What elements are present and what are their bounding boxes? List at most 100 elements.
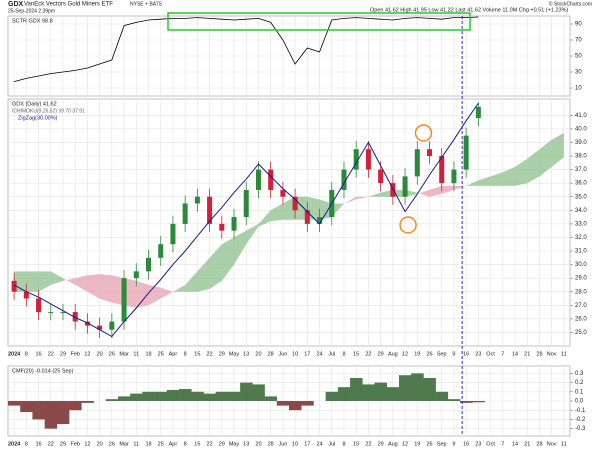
y-tick-label: 25.0	[575, 330, 587, 336]
x-tick-label: Jun	[278, 441, 287, 447]
y-tick-label: -0.2	[575, 417, 586, 423]
x-tick-label: 11	[561, 351, 567, 357]
cmf-bar	[423, 377, 436, 401]
candle-body	[427, 149, 432, 156]
cloud	[405, 189, 418, 197]
x-tick-label: Apr	[169, 351, 178, 357]
cmf-bar	[203, 393, 216, 401]
candle-body	[72, 312, 78, 322]
x-tick-label: 29	[219, 351, 225, 357]
x-tick-label: 17	[304, 441, 310, 447]
y-tick-label: 0.1	[575, 389, 584, 395]
x-tick-label: 18	[145, 441, 151, 447]
candle-body	[317, 217, 323, 224]
cloud-legend: ICHIMOKU(9,26,52) 39.70 37.91	[12, 108, 85, 114]
x-tick-label: 25	[158, 351, 164, 357]
x-tick-label: 22	[365, 441, 371, 447]
cloud	[50, 271, 63, 285]
cloud	[380, 189, 393, 197]
x-tick-label: 18	[145, 351, 151, 357]
credit: © StockCharts.com	[549, 0, 592, 7]
y-tick-label: 31.0	[575, 249, 587, 255]
x-tick-label: Jul	[328, 351, 335, 357]
y-tick-label: 36.0	[575, 181, 587, 187]
cmf-bar	[117, 396, 131, 401]
candle-body	[11, 280, 17, 292]
cmf-bar	[32, 401, 45, 420]
x-tick-label: 22	[48, 351, 54, 357]
cloud	[368, 192, 381, 197]
x-tick-label: 15	[194, 351, 200, 357]
x-tick-label: 9	[452, 441, 455, 447]
x-tick-label: 22	[207, 441, 213, 447]
x-tick-label: 19	[414, 441, 420, 447]
cmf-bar	[301, 401, 314, 406]
cmf-bar	[472, 401, 485, 403]
x-tick-label: May	[229, 351, 240, 357]
cloud	[63, 278, 76, 285]
cloud	[185, 271, 198, 292]
panel-frame	[7, 98, 571, 347]
cmf-bar	[435, 391, 449, 401]
x-tick-label: 17	[304, 351, 310, 357]
x-tick-label: 26	[109, 351, 115, 357]
x-tick-label: 16	[463, 441, 469, 447]
y-tick-label: 35.0	[575, 194, 587, 200]
candle-body	[231, 217, 237, 231]
cloud	[515, 158, 528, 186]
cmf-bar	[362, 384, 375, 401]
candle-body	[48, 312, 54, 314]
candle-body	[146, 257, 151, 272]
cloud	[124, 278, 137, 308]
cmf-bar	[215, 391, 229, 401]
cmf-bar	[276, 401, 290, 406]
x-tick-label: 19	[414, 351, 420, 357]
cloud	[466, 180, 479, 186]
y-tick-label: 50	[575, 54, 582, 60]
cloud	[160, 287, 173, 299]
x-tick-label: 29	[378, 351, 384, 357]
cloud	[26, 271, 39, 292]
y-tick-label: 0.2	[575, 380, 584, 386]
y-tick-label: -0.1	[575, 408, 586, 414]
cmf-bar	[130, 393, 143, 401]
cloud	[417, 189, 430, 197]
y-tick-label: 30	[575, 70, 582, 76]
candle-body	[451, 169, 457, 184]
candle-body	[243, 189, 249, 218]
cloud	[356, 196, 369, 200]
x-tick-label: 10	[292, 441, 298, 447]
cmf-bar	[154, 391, 168, 401]
x-tick-label: 7	[501, 351, 504, 357]
x-tick-label: 8	[25, 441, 28, 447]
zigzag-line	[13, 102, 479, 338]
x-tick-label: Oct	[486, 441, 495, 447]
cloud	[221, 237, 234, 281]
candle-body	[414, 149, 420, 177]
cloud	[539, 139, 552, 177]
cmf-bar	[179, 389, 192, 401]
candle-body	[97, 325, 103, 330]
x-tick-label: 20	[255, 351, 261, 357]
x-tick-label: Nov	[547, 441, 557, 447]
y-tick-label: 29.0	[575, 276, 587, 282]
x-tick-label: Sep	[437, 351, 447, 357]
candle-body	[292, 196, 298, 211]
x-tick-label: 29	[378, 441, 384, 447]
x-tick-label: 20	[97, 441, 103, 447]
x-tick-label: Sep	[437, 441, 447, 447]
x-tick-label: 16	[463, 351, 469, 357]
x-tick-label: 8	[184, 351, 187, 357]
x-tick-label: 28	[536, 441, 542, 447]
cloud	[258, 210, 271, 227]
cloud	[331, 203, 344, 218]
candle-body	[207, 196, 213, 224]
cloud	[99, 274, 112, 303]
candle-body	[341, 169, 347, 190]
x-tick-label: 8	[342, 351, 345, 357]
candle-body	[280, 189, 286, 197]
cloud	[136, 280, 149, 308]
x-tick-label: Feb	[70, 351, 79, 357]
